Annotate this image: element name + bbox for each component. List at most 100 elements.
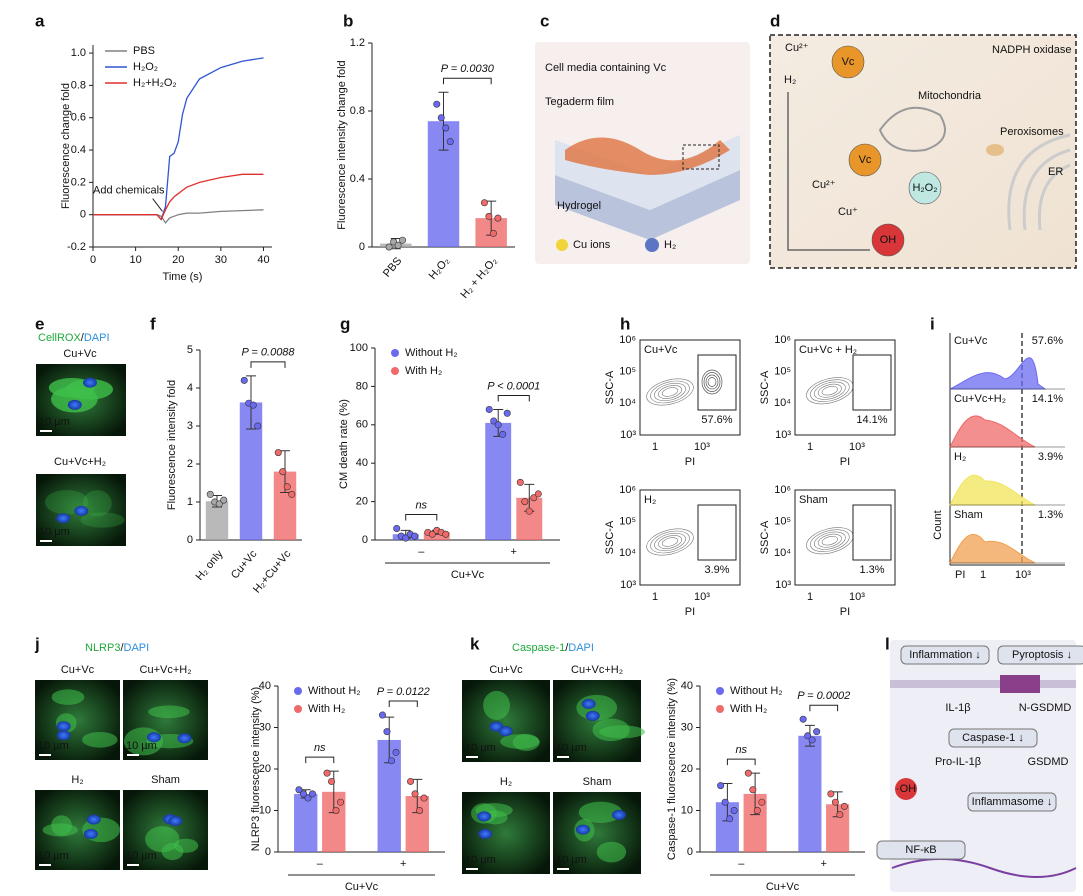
y-tick-label: 10⁵	[774, 516, 791, 528]
scale-label: 10 µm	[126, 850, 157, 862]
y-tick-label: 0	[80, 209, 86, 221]
scale-label: 10 µm	[39, 526, 70, 538]
data-point	[283, 483, 291, 491]
y-tick-label: 10³	[775, 429, 791, 441]
y-tick-label: 40	[259, 680, 271, 692]
image-label: H₂	[500, 776, 512, 788]
x-axis-label: Cu+Vc	[766, 881, 800, 893]
annotation: Add chemicals	[93, 184, 165, 196]
legend-label: Without H₂	[308, 685, 361, 697]
panel-letter: f	[150, 314, 156, 333]
y-tick-label: 10⁴	[619, 547, 636, 559]
y-axis-label: Fluorescence intensity fold	[166, 380, 178, 510]
y-tick-label: 1	[187, 496, 193, 508]
legend-label: H₂O₂	[133, 61, 158, 73]
x-tick-label: 1	[652, 441, 658, 453]
panel-letter: h	[620, 314, 630, 333]
nucleus	[146, 732, 161, 743]
y-tick-label: 10³	[620, 579, 636, 591]
x-tick-label: 40	[257, 254, 269, 266]
y-tick-label: 10³	[775, 579, 791, 591]
y-tick-label: 20	[681, 763, 693, 775]
dapi: DAPI	[568, 642, 594, 654]
schematic-label: Inflammasome ↓	[972, 796, 1053, 808]
image-label: Cu+Vc	[63, 348, 97, 360]
cell-body	[578, 801, 623, 823]
annotation: P = 0.0088	[241, 347, 295, 359]
plot-percent: 57.6%	[701, 414, 732, 426]
scale-label: 10 µm	[556, 742, 587, 754]
image-label: Sham	[583, 776, 612, 788]
y-axis-label: NLRP3 fluorescence intensity (%)	[250, 687, 262, 851]
y-tick-label: 10⁵	[774, 366, 791, 378]
data-point	[717, 782, 725, 790]
data-point	[489, 229, 497, 237]
data-point	[744, 769, 752, 777]
y-tick-label: 0	[687, 846, 693, 858]
contour	[701, 369, 723, 395]
data-point	[206, 490, 214, 498]
nucleus	[477, 811, 492, 822]
peroxisome	[986, 144, 1004, 156]
data-point	[813, 728, 821, 736]
legend-label: Without H₂	[405, 347, 458, 359]
data-point	[446, 138, 454, 146]
x-axis-label: PI	[955, 569, 965, 581]
annotation: P = 0.0030	[441, 63, 495, 75]
cu-dot	[556, 239, 568, 251]
annotation: P < 0.0001	[487, 380, 540, 392]
data-point	[490, 417, 498, 425]
schematic-label: Inflammation ↓	[909, 649, 981, 661]
x-tick-label: 10³	[694, 591, 710, 603]
pore	[1000, 675, 1040, 693]
schematic-label: Cell media containing Vc	[545, 62, 667, 74]
x-tick-label: 10³	[849, 591, 865, 603]
schematic-label: Vc	[842, 56, 855, 68]
y-tick-label: 10⁴	[774, 547, 791, 559]
data-point	[274, 449, 282, 457]
legend-swatch	[391, 367, 399, 375]
y-tick-label: 30	[681, 721, 693, 733]
data-point	[840, 802, 848, 810]
data-point	[499, 430, 507, 438]
x-axis-label: PI	[685, 606, 695, 618]
nucleus	[168, 815, 183, 826]
plot-frame	[794, 339, 896, 436]
film	[555, 135, 740, 210]
row-label: Cu+Vc	[954, 335, 988, 347]
bar	[485, 422, 512, 540]
y-tick-label: 40	[681, 680, 693, 692]
schematic-label: Tegaderm film	[545, 96, 614, 108]
image-label: Cu+Vc+H₂	[571, 664, 623, 676]
y-axis-label: Caspase-1 fluorescence intensity (%)	[666, 678, 678, 860]
data-point	[494, 214, 502, 222]
annotation: P = 0.0002	[797, 690, 850, 702]
data-point	[416, 806, 424, 814]
schematic-label: Caspase-1 ↓	[962, 732, 1024, 744]
legend-label: Cu ions	[573, 239, 611, 251]
panel-letter: b	[343, 11, 353, 30]
schematic-label: Vc	[859, 154, 872, 166]
legend-label: With H₂	[730, 703, 767, 715]
stain: NLRP3	[85, 642, 120, 654]
data-point	[749, 786, 757, 794]
legend-label: PBS	[133, 45, 155, 57]
data-point	[721, 798, 729, 806]
legend-swatch	[716, 687, 724, 695]
scale-label: 10 µm	[38, 850, 69, 862]
nucleus	[56, 730, 71, 741]
data-point	[383, 728, 391, 736]
legend-swatch	[294, 687, 302, 695]
y-axis-label: Fluorescence change fold	[60, 83, 72, 209]
nucleus	[575, 824, 590, 835]
legend-label: With H₂	[405, 365, 442, 377]
schematic-frame	[769, 34, 1077, 269]
schematic-label: Hydrogel	[557, 200, 601, 212]
x-axis-label: PI	[685, 456, 695, 468]
image-label: Cu+Vc	[489, 664, 523, 676]
bracket	[809, 704, 839, 712]
contour	[650, 530, 690, 554]
panel-letter: a	[35, 11, 45, 30]
image-label: Cu+Vc+H₂	[140, 664, 192, 676]
cell-body	[599, 725, 646, 739]
